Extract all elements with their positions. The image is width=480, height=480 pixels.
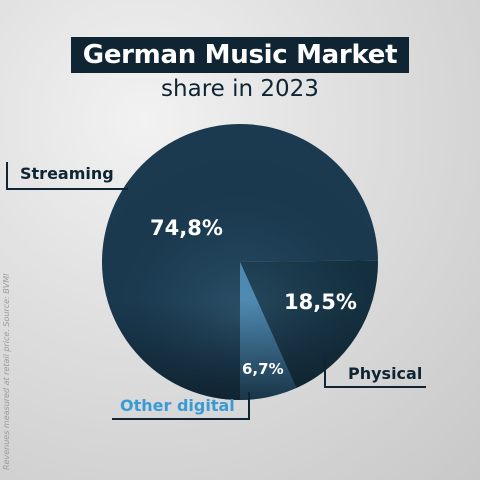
- chart-subtitle: share in 2023: [161, 76, 319, 102]
- source-note: Revenues measured at retail price. Sourc…: [2, 273, 11, 470]
- other-digital-connector: [112, 392, 250, 420]
- pie-photo-overlay: [102, 124, 378, 400]
- data-label-other-digital: 6,7%: [242, 360, 284, 378]
- legend-label-other-digital: Other digital: [120, 396, 235, 415]
- physical-connector: [324, 358, 426, 388]
- legend-label-streaming: Streaming: [20, 164, 114, 183]
- title-banner: German Music Market: [71, 37, 409, 73]
- data-label-physical: 18,5%: [284, 290, 357, 314]
- data-label-streaming: 74,8%: [150, 216, 223, 240]
- streaming-connector: [6, 162, 128, 190]
- legend-label-physical: Physical: [348, 364, 423, 383]
- chart-title: German Music Market: [82, 40, 398, 70]
